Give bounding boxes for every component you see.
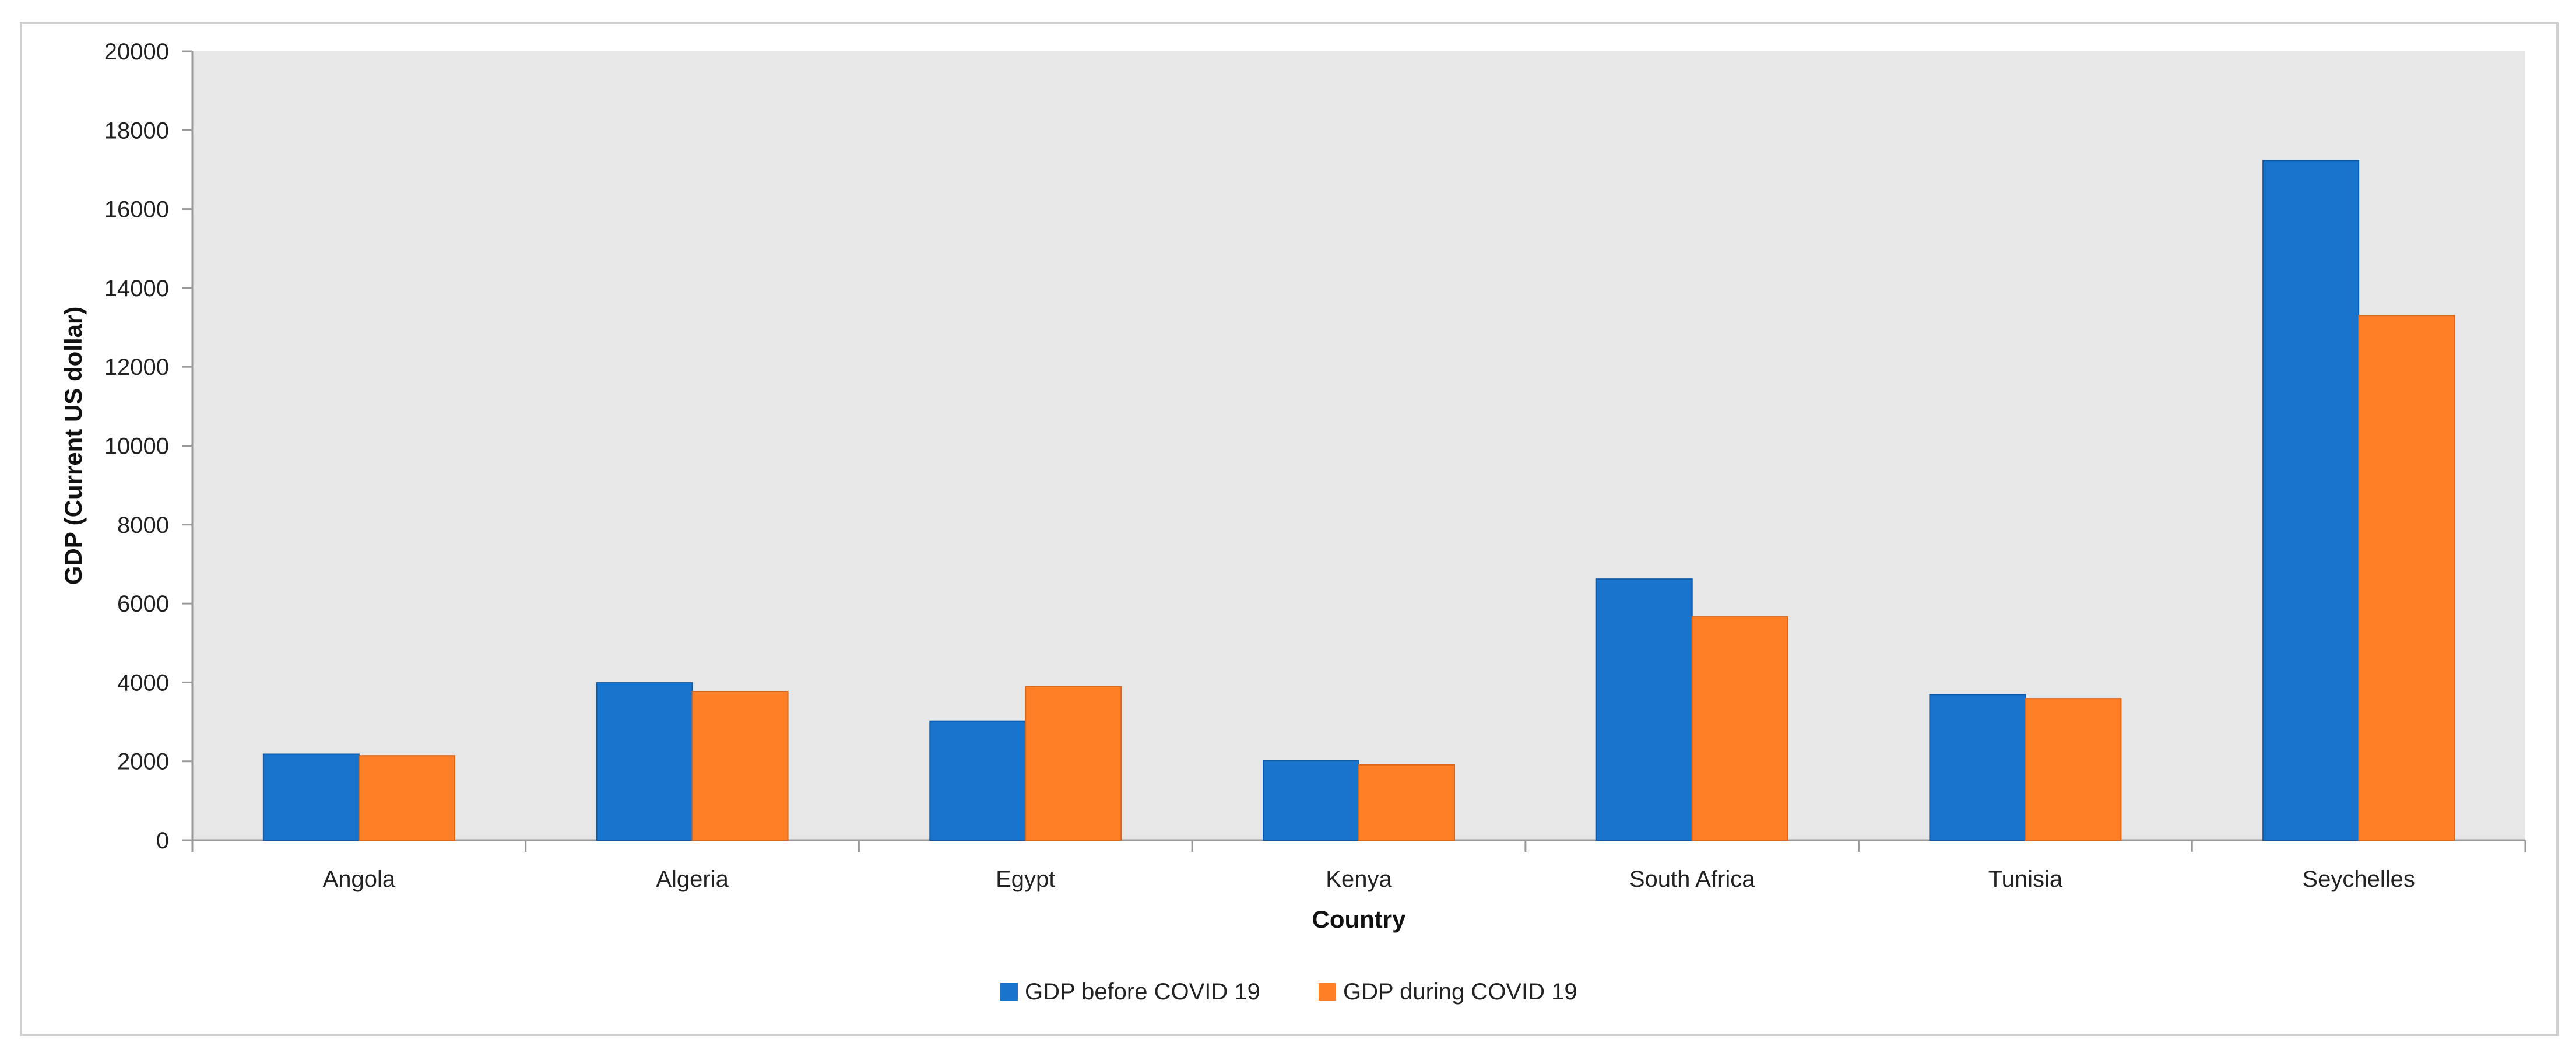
x-axis-title: Country [1312,905,1407,933]
y-tick-label: 6000 [117,591,169,617]
bar-before-angola [262,753,360,841]
plot-area [192,51,2525,840]
x-tick-label: South Africa [1629,866,1755,892]
y-tick-label: 20000 [104,39,169,65]
y-tick-label: 4000 [117,670,169,696]
bar-before-south-africa [1595,578,1693,841]
y-tick-label: 16000 [104,197,169,223]
x-tick-label: Egypt [996,866,1055,892]
y-axis-title: GDP (Current US dollar) [59,307,87,585]
legend: GDP before COVID 19 GDP during COVID 19 [1000,979,1577,1005]
bar-during-kenya [1358,764,1455,841]
legend-label: GDP before COVID 19 [1025,979,1260,1005]
x-axis: Angola Algeria Egypt Kenya South Africa Tunis… [191,839,2526,892]
bar-during-egypt [1025,686,1122,841]
y-tick-label: 0 [156,828,169,854]
x-tick-label: Angola [323,866,396,892]
bar-before-algeria [596,682,693,841]
y-tick-label: 14000 [104,276,169,301]
legend-swatch [1000,983,1018,1001]
x-tick-label: Tunisia [1988,866,2063,892]
y-tick-label: 8000 [117,513,169,538]
bar-during-seychelles [2358,315,2455,841]
bar-before-tunisia [1929,694,2026,841]
bar-before-kenya [1263,760,1359,841]
y-tick-label: 18000 [104,118,169,143]
legend-swatch [1319,983,1336,1001]
bar-during-tunisia [2025,698,2122,841]
bar-during-south-africa [1691,616,1788,841]
x-tick-label: Kenya [1326,866,1392,892]
x-tick-label: Algeria [656,866,729,892]
bar-during-angola [358,755,455,841]
x-tick-label: Seychelles [2302,866,2415,892]
y-tick-label: 10000 [104,434,169,459]
y-axis: 0 2000 4000 6000 8000 10000 12000 14000 16000 180… [104,39,194,854]
legend-label: GDP during COVID 19 [1343,979,1577,1005]
bar-before-egypt [929,720,1027,841]
y-tick-label: 2000 [117,749,169,775]
bar-during-algeria [691,690,789,841]
y-tick-label: 12000 [104,354,169,380]
bar-before-seychelles [2262,160,2360,841]
bars [262,160,2455,841]
